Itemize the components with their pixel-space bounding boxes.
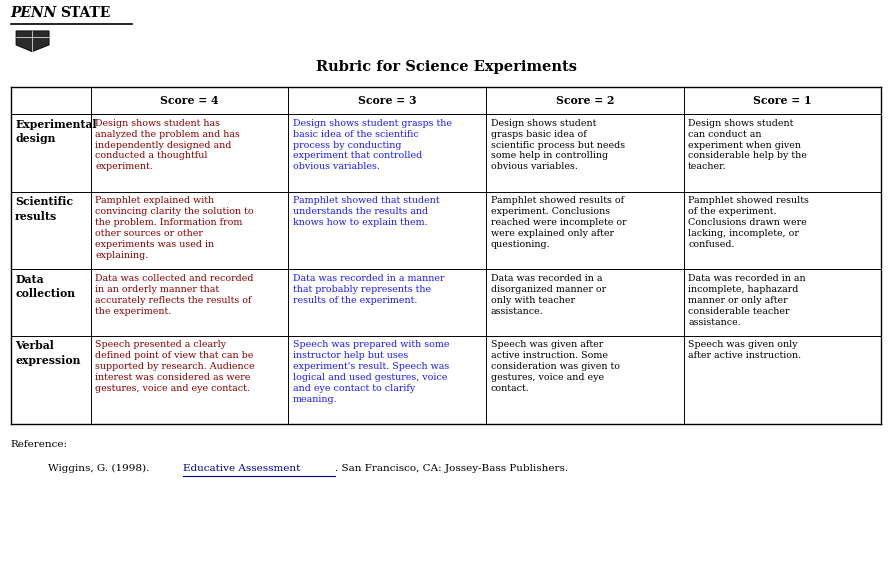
Polygon shape [16,31,49,52]
Text: Speech was prepared with some
instructor help but uses
experiment's result. Spee: Speech was prepared with some instructor… [293,340,450,404]
Text: Verbal
expression: Verbal expression [15,340,80,366]
Text: Pamphlet explained with
convincing clarity the solution to
the problem. Informat: Pamphlet explained with convincing clari… [95,196,254,260]
Text: Scientific
results: Scientific results [15,196,73,222]
Text: . San Francisco, CA: Jossey-Bass Publishers.: . San Francisco, CA: Jossey-Bass Publish… [334,464,567,473]
Text: Data was recorded in an
incomplete, haphazard
manner or only after
considerable : Data was recorded in an incomplete, haph… [688,274,805,327]
Text: Design shows student
can conduct an
experiment when given
considerable help by t: Design shows student can conduct an expe… [688,119,807,171]
Text: Design shows student
grasps basic idea of
scientific process but needs
some help: Design shows student grasps basic idea o… [491,119,624,171]
Text: Speech presented a clearly
defined point of view that can be
supported by resear: Speech presented a clearly defined point… [95,340,255,393]
Text: Reference:: Reference: [11,440,68,449]
Text: Experimental
design: Experimental design [15,119,97,144]
Text: Pamphlet showed results of
experiment. Conclusions
reached were incomplete or
we: Pamphlet showed results of experiment. C… [491,196,626,249]
Text: PENN: PENN [11,6,57,20]
Text: Pamphlet showed that student
understands the results and
knows how to explain th: Pamphlet showed that student understands… [293,196,440,227]
Text: Score = 4: Score = 4 [161,95,219,106]
Text: Data was collected and recorded
in an orderly manner that
accurately reflects th: Data was collected and recorded in an or… [95,274,253,316]
Text: Rubric for Science Experiments: Rubric for Science Experiments [316,61,576,74]
Text: Score = 2: Score = 2 [556,95,614,106]
Text: Educative Assessment: Educative Assessment [183,464,301,473]
Text: Speech was given only
after active instruction.: Speech was given only after active instr… [688,340,801,360]
Text: STATE: STATE [60,6,110,20]
Text: Wiggins, G. (1998).: Wiggins, G. (1998). [48,464,153,473]
Text: Speech was given after
active instruction. Some
consideration was given to
gestu: Speech was given after active instructio… [491,340,620,393]
Text: Design shows student has
analyzed the problem and has
independently designed and: Design shows student has analyzed the pr… [95,119,240,171]
Text: Design shows student grasps the
basic idea of the scientific
process by conducti: Design shows student grasps the basic id… [293,119,452,171]
Text: Data was recorded in a manner
that probably represents the
results of the experi: Data was recorded in a manner that proba… [293,274,444,305]
Text: Score = 1: Score = 1 [753,95,812,106]
Text: Pamphlet showed results
of the experiment.
Conclusions drawn were
lacking, incom: Pamphlet showed results of the experimen… [688,196,809,249]
Text: Data
collection: Data collection [15,274,75,300]
Text: Data was recorded in a
disorganized manner or
only with teacher
assistance.: Data was recorded in a disorganized mann… [491,274,606,316]
Text: Score = 3: Score = 3 [358,95,417,106]
